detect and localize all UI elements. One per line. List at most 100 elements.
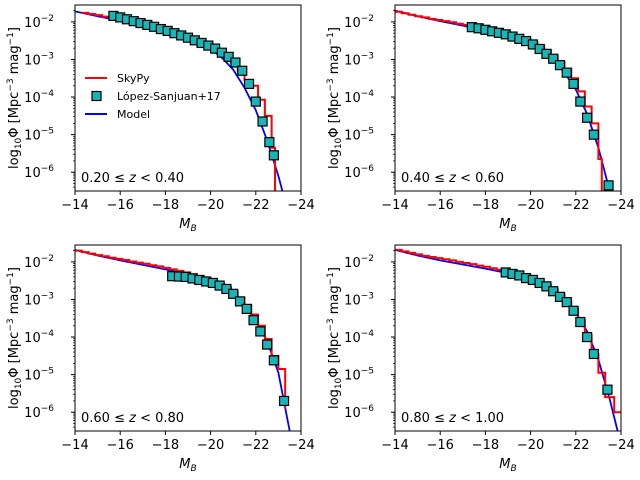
- x-tick-label: −16: [106, 198, 133, 213]
- data-point-lopez-sanjuan: [602, 384, 613, 395]
- axes-frame: [394, 4, 622, 192]
- axes-frame: [394, 244, 622, 432]
- legend-label: Model: [117, 108, 150, 121]
- y-tick-label: 10−4: [24, 89, 54, 106]
- y-tick-label: 10−3: [24, 51, 54, 68]
- x-tick-label: −24: [287, 438, 314, 453]
- y-axis-label: log10Φ [Mpc−3 mag−1]: [326, 267, 344, 409]
- panel-1: −14 −16 −18 −20 −22 −24 10−2 10−3 10−4 10−5 10−6 MB…: [6, 4, 315, 234]
- series-skypy: [395, 10, 603, 191]
- x-tick-label: −22: [242, 438, 269, 453]
- data-point-lopez-sanjuan: [554, 60, 566, 71]
- y-tick-label: 10−2: [24, 14, 54, 31]
- x-tick-label: −24: [607, 198, 634, 213]
- y-tick-label: 10−6: [24, 404, 54, 421]
- data-point-lopez-sanjuan: [575, 316, 586, 328]
- data-point-lopez-sanjuan: [561, 67, 572, 78]
- data-point-lopez-sanjuan: [255, 326, 266, 337]
- data-point-lopez-sanjuan: [262, 339, 273, 350]
- data-point-lopez-sanjuan: [278, 395, 290, 407]
- data-point-lopez-sanjuan: [575, 96, 586, 107]
- data-point-lopez-sanjuan: [243, 78, 255, 90]
- data-point-lopez-sanjuan: [548, 53, 559, 64]
- x-axis-label: MB: [499, 217, 516, 234]
- x-axis-label: MB: [179, 217, 196, 234]
- x-tick-label: −14: [381, 438, 408, 453]
- x-tick-label: −18: [152, 198, 179, 213]
- y-tick-label: 10−2: [24, 254, 54, 271]
- data-point-lopez-sanjuan: [581, 331, 593, 343]
- x-tick-label: −16: [426, 198, 453, 213]
- data-point-lopez-sanjuan: [568, 78, 579, 90]
- data-point-lopez-sanjuan: [223, 51, 234, 62]
- x-tick-label: −20: [197, 198, 224, 213]
- y-tick-label: 10−4: [24, 329, 54, 346]
- data-point-lopez-sanjuan: [603, 180, 614, 191]
- x-tick-label: −14: [381, 198, 408, 213]
- y-tick-label: 10−6: [24, 164, 54, 181]
- data-point-lopez-sanjuan: [554, 291, 566, 302]
- y-tick-label: 10−4: [344, 329, 374, 346]
- data-point-lopez-sanjuan: [581, 112, 593, 123]
- redshift-annotation: 0.80 ≤ z < 1.00: [401, 411, 504, 426]
- y-tick-label: 10−2: [344, 14, 374, 31]
- legend: SkyPy López-Sanjuan+17 Model: [85, 72, 221, 121]
- y-tick-label: 10−6: [344, 164, 374, 181]
- x-tick-label: −22: [562, 198, 589, 213]
- y-axis-label: log10Φ [Mpc−3 mag−1]: [6, 27, 24, 169]
- x-tick-label: −18: [472, 198, 499, 213]
- y-tick-label: 10−5: [344, 127, 374, 144]
- data-point-lopez-sanjuan: [561, 297, 572, 308]
- legend-label: López-Sanjuan+17: [117, 90, 221, 103]
- x-tick-label: −16: [106, 438, 133, 453]
- data-point-lopez-sanjuan: [568, 305, 579, 316]
- data-point-lopez-sanjuan: [268, 355, 279, 366]
- redshift-annotation: 0.60 ≤ z < 0.80: [81, 411, 184, 426]
- x-tick-label: −14: [61, 438, 88, 453]
- y-tick-label: 10−3: [344, 51, 374, 68]
- x-tick-label: −20: [517, 438, 544, 453]
- panel-4: −14 −16 −18 −20 −22 −24 10−2 10−3 10−4 10−5 10−6 MB…: [326, 244, 635, 474]
- x-tick-label: −14: [61, 198, 88, 213]
- x-tick-label: −24: [287, 198, 314, 213]
- y-tick-label: 10−3: [344, 291, 374, 308]
- x-tick-label: −18: [152, 438, 179, 453]
- y-tick-label: 10−3: [24, 291, 54, 308]
- x-tick-label: −16: [426, 438, 453, 453]
- panel-2: −14 −16 −18 −20 −22 −24 10−2 10−3 10−4 10−5 10−6 MB…: [326, 4, 635, 234]
- y-tick-label: 10−6: [344, 404, 374, 421]
- legend-label: SkyPy: [117, 72, 150, 85]
- data-point-lopez-sanjuan: [228, 288, 239, 299]
- y-axis-label: log10Φ [Mpc−3 mag−1]: [326, 27, 344, 169]
- x-axis-label: MB: [179, 457, 196, 474]
- x-tick-label: −22: [562, 438, 589, 453]
- data-point-lopez-sanjuan: [248, 315, 259, 326]
- data-point-lopez-sanjuan: [241, 303, 252, 314]
- x-tick-label: −24: [607, 438, 634, 453]
- data-point-lopez-sanjuan: [268, 150, 279, 161]
- plot-area: [75, 249, 291, 431]
- legend-swatch-2: [91, 90, 102, 102]
- y-tick-label: 10−2: [344, 254, 374, 271]
- axes-frame: [74, 244, 302, 432]
- y-axis-label: log10Φ [Mpc−3 mag−1]: [6, 267, 24, 409]
- redshift-annotation: 0.20 ≤ z < 0.40: [81, 171, 184, 186]
- data-point-lopez-sanjuan: [588, 348, 599, 360]
- x-tick-label: −22: [242, 198, 269, 213]
- y-tick-label: 10−5: [24, 127, 54, 144]
- x-tick-label: −18: [472, 438, 499, 453]
- data-point-lopez-sanjuan: [230, 57, 241, 68]
- data-point-lopez-sanjuan: [588, 129, 599, 140]
- panel-3: −14 −16 −18 −20 −22 −24 10−2 10−3 10−4 10−5 10−6 MB…: [6, 244, 315, 474]
- axes-frame: [74, 4, 302, 192]
- data-point-lopez-sanjuan: [250, 96, 261, 107]
- x-tick-label: −20: [517, 198, 544, 213]
- y-tick-label: 10−5: [24, 367, 54, 384]
- plot-area: [395, 248, 621, 431]
- plot-area: [395, 9, 614, 191]
- redshift-annotation: 0.40 ≤ z < 0.60: [401, 171, 504, 186]
- data-point-lopez-sanjuan: [264, 137, 275, 148]
- data-point-lopez-sanjuan: [548, 286, 559, 297]
- y-tick-label: 10−5: [344, 367, 374, 384]
